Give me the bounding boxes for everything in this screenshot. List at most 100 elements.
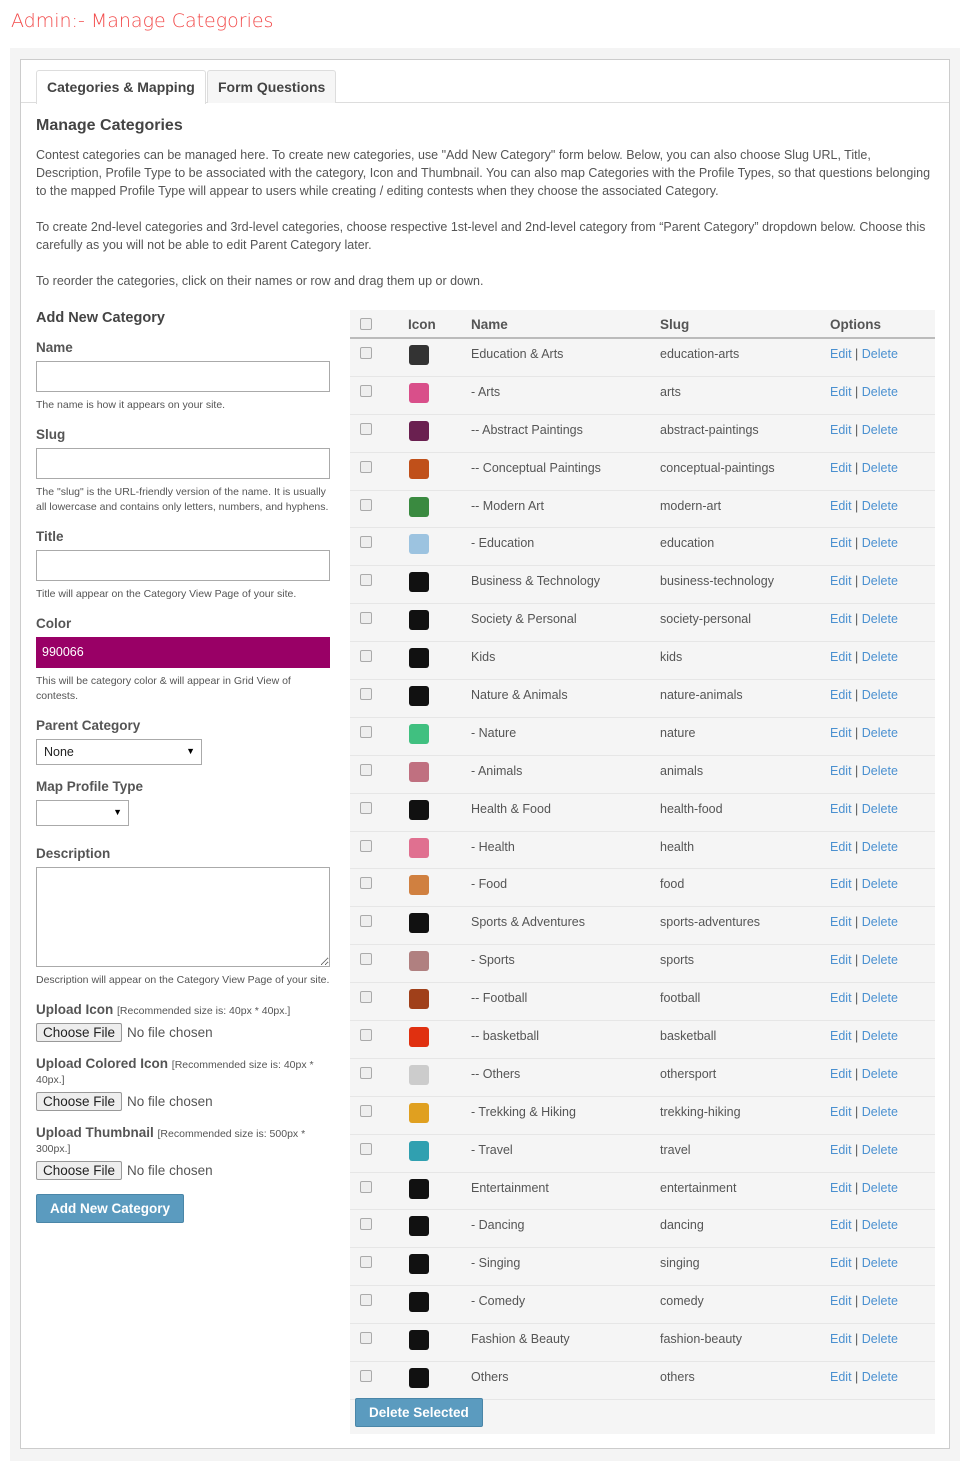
delete-link[interactable]: Delete — [861, 839, 898, 854]
delete-link[interactable]: Delete — [861, 498, 898, 513]
edit-link[interactable]: Edit — [830, 725, 852, 740]
add-category-button[interactable]: Add New Category — [36, 1194, 185, 1223]
table-row[interactable]: - Travel travel Edit | Delete — [350, 1135, 935, 1173]
delete-link[interactable]: Delete — [861, 1218, 898, 1233]
row-checkbox[interactable] — [360, 460, 372, 473]
table-row[interactable]: - Arts arts Edit | Delete — [350, 377, 935, 415]
edit-link[interactable]: Edit — [830, 498, 852, 513]
table-row[interactable]: -- Others othersport Edit | Delete — [350, 1059, 935, 1097]
edit-link[interactable]: Edit — [830, 1256, 852, 1271]
delete-link[interactable]: Delete — [861, 877, 898, 892]
delete-link[interactable]: Delete — [861, 1029, 898, 1044]
choose-file-button[interactable]: Choose File — [36, 1161, 123, 1180]
row-checkbox[interactable] — [360, 1066, 372, 1079]
edit-link[interactable]: Edit — [830, 574, 852, 589]
table-row[interactable]: Kids kids Edit | Delete — [350, 642, 935, 681]
parent-category-select[interactable]: None — [36, 739, 202, 765]
title-input[interactable] — [36, 550, 330, 581]
edit-link[interactable]: Edit — [830, 612, 852, 627]
tab-categories-mapping[interactable]: Categories & Mapping — [36, 70, 206, 104]
table-row[interactable]: - Health health Edit | Delete — [350, 832, 935, 870]
table-row[interactable]: - Animals animals Edit | Delete — [350, 756, 935, 794]
row-checkbox[interactable] — [360, 725, 372, 738]
row-checkbox[interactable] — [360, 1218, 372, 1231]
edit-link[interactable]: Edit — [830, 536, 852, 551]
delete-link[interactable]: Delete — [861, 915, 898, 930]
edit-link[interactable]: Edit — [830, 1029, 852, 1044]
tab-form-questions[interactable]: Form Questions — [207, 70, 337, 103]
row-checkbox[interactable] — [360, 650, 372, 663]
row-checkbox[interactable] — [360, 1370, 372, 1383]
row-checkbox[interactable] — [360, 1294, 372, 1307]
description-input[interactable] — [36, 867, 330, 967]
row-checkbox[interactable] — [360, 498, 372, 511]
delete-link[interactable]: Delete — [861, 1180, 898, 1195]
table-row[interactable]: Society & Personal society-personal Edit |… — [350, 604, 935, 643]
row-checkbox[interactable] — [360, 1332, 372, 1345]
edit-link[interactable]: Edit — [830, 384, 852, 399]
edit-link[interactable]: Edit — [830, 1066, 852, 1081]
edit-link[interactable]: Edit — [830, 1142, 852, 1157]
delete-selected-button[interactable]: Delete Selected — [355, 1398, 483, 1427]
delete-link[interactable]: Delete — [861, 1256, 898, 1271]
name-input[interactable] — [36, 361, 330, 392]
delete-link[interactable]: Delete — [861, 725, 898, 740]
row-checkbox[interactable] — [360, 347, 372, 359]
select-all-checkbox[interactable] — [360, 318, 372, 330]
table-row[interactable]: - Comedy comedy Edit | Delete — [350, 1286, 935, 1325]
table-row[interactable]: Health & Food health-food Edit | Delete — [350, 794, 935, 832]
table-row[interactable]: - Food food Edit | Delete — [350, 869, 935, 908]
table-row[interactable]: Entertainment entertainment Edit | Delete — [350, 1173, 935, 1211]
table-row[interactable]: -- Abstract Paintings abstract-paintings E… — [350, 415, 935, 453]
color-input[interactable]: 990066 — [36, 637, 330, 668]
delete-link[interactable]: Delete — [861, 650, 898, 665]
row-checkbox[interactable] — [360, 422, 372, 435]
edit-link[interactable]: Edit — [830, 1294, 852, 1309]
delete-link[interactable]: Delete — [861, 1370, 898, 1385]
delete-link[interactable]: Delete — [861, 991, 898, 1006]
edit-link[interactable]: Edit — [830, 422, 852, 437]
edit-link[interactable]: Edit — [830, 839, 852, 854]
row-checkbox[interactable] — [360, 1180, 372, 1193]
table-row[interactable]: - Nature nature Edit | Delete — [350, 718, 935, 756]
delete-link[interactable]: Delete — [861, 763, 898, 778]
table-row[interactable]: - Trekking & Hiking trekking-hiking Edit |… — [350, 1097, 935, 1135]
row-checkbox[interactable] — [360, 612, 372, 625]
table-row[interactable]: Sports & Adventures sports-adventures Edit… — [350, 907, 935, 946]
delete-link[interactable]: Delete — [861, 1332, 898, 1347]
delete-link[interactable]: Delete — [861, 612, 898, 627]
table-row[interactable]: -- Conceptual Paintings conceptual-painti… — [350, 453, 935, 491]
delete-link[interactable]: Delete — [861, 1142, 898, 1157]
delete-link[interactable]: Delete — [861, 347, 898, 361]
delete-link[interactable]: Delete — [861, 1104, 898, 1119]
table-row[interactable]: - Singing singing Edit | Delete — [350, 1248, 935, 1287]
choose-file-button[interactable]: Choose File — [36, 1023, 123, 1042]
edit-link[interactable]: Edit — [830, 1370, 852, 1385]
table-row[interactable]: -- basketball basketball Edit | Delete — [350, 1021, 935, 1059]
delete-link[interactable]: Delete — [861, 574, 898, 589]
edit-link[interactable]: Edit — [830, 1332, 852, 1347]
edit-link[interactable]: Edit — [830, 650, 852, 665]
row-checkbox[interactable] — [360, 915, 372, 928]
delete-link[interactable]: Delete — [861, 1294, 898, 1309]
row-checkbox[interactable] — [360, 991, 372, 1004]
table-row[interactable]: Nature & Animals nature-animals Edit | Del… — [350, 680, 935, 718]
edit-link[interactable]: Edit — [830, 688, 852, 703]
row-checkbox[interactable] — [360, 763, 372, 776]
edit-link[interactable]: Edit — [830, 915, 852, 930]
edit-link[interactable]: Edit — [830, 460, 852, 475]
edit-link[interactable]: Edit — [830, 1218, 852, 1233]
table-row[interactable]: Fashion & Beauty fashion-beauty Edit | Del… — [350, 1324, 935, 1363]
edit-link[interactable]: Edit — [830, 1180, 852, 1195]
row-checkbox[interactable] — [360, 1029, 372, 1042]
row-checkbox[interactable] — [360, 839, 372, 852]
edit-link[interactable]: Edit — [830, 347, 852, 361]
table-row[interactable]: - Education education Edit | Delete — [350, 528, 935, 567]
edit-link[interactable]: Edit — [830, 801, 852, 816]
table-row[interactable]: -- Football football Edit | Delete — [350, 983, 935, 1022]
edit-link[interactable]: Edit — [830, 991, 852, 1006]
row-checkbox[interactable] — [360, 1104, 372, 1117]
row-checkbox[interactable] — [360, 536, 372, 549]
edit-link[interactable]: Edit — [830, 1104, 852, 1119]
table-row[interactable]: -- Modern Art modern-art Edit | Delete — [350, 491, 935, 529]
